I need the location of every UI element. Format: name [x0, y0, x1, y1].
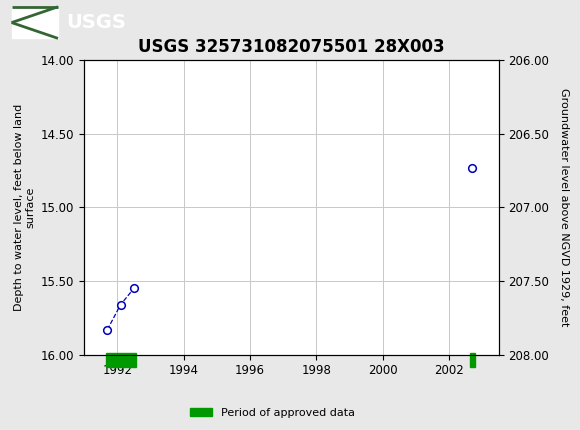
Text: USGS: USGS: [67, 13, 126, 32]
Y-axis label: Depth to water level, feet below land
surface: Depth to water level, feet below land su…: [14, 104, 35, 311]
Title: USGS 325731082075501 28X003: USGS 325731082075501 28X003: [138, 38, 445, 56]
Bar: [106, 353, 136, 367]
Legend: Period of approved data: Period of approved data: [186, 403, 360, 422]
Bar: [12, 7, 58, 38]
Y-axis label: Groundwater level above NGVD 1929, feet: Groundwater level above NGVD 1929, feet: [559, 88, 569, 327]
Bar: [470, 353, 475, 367]
